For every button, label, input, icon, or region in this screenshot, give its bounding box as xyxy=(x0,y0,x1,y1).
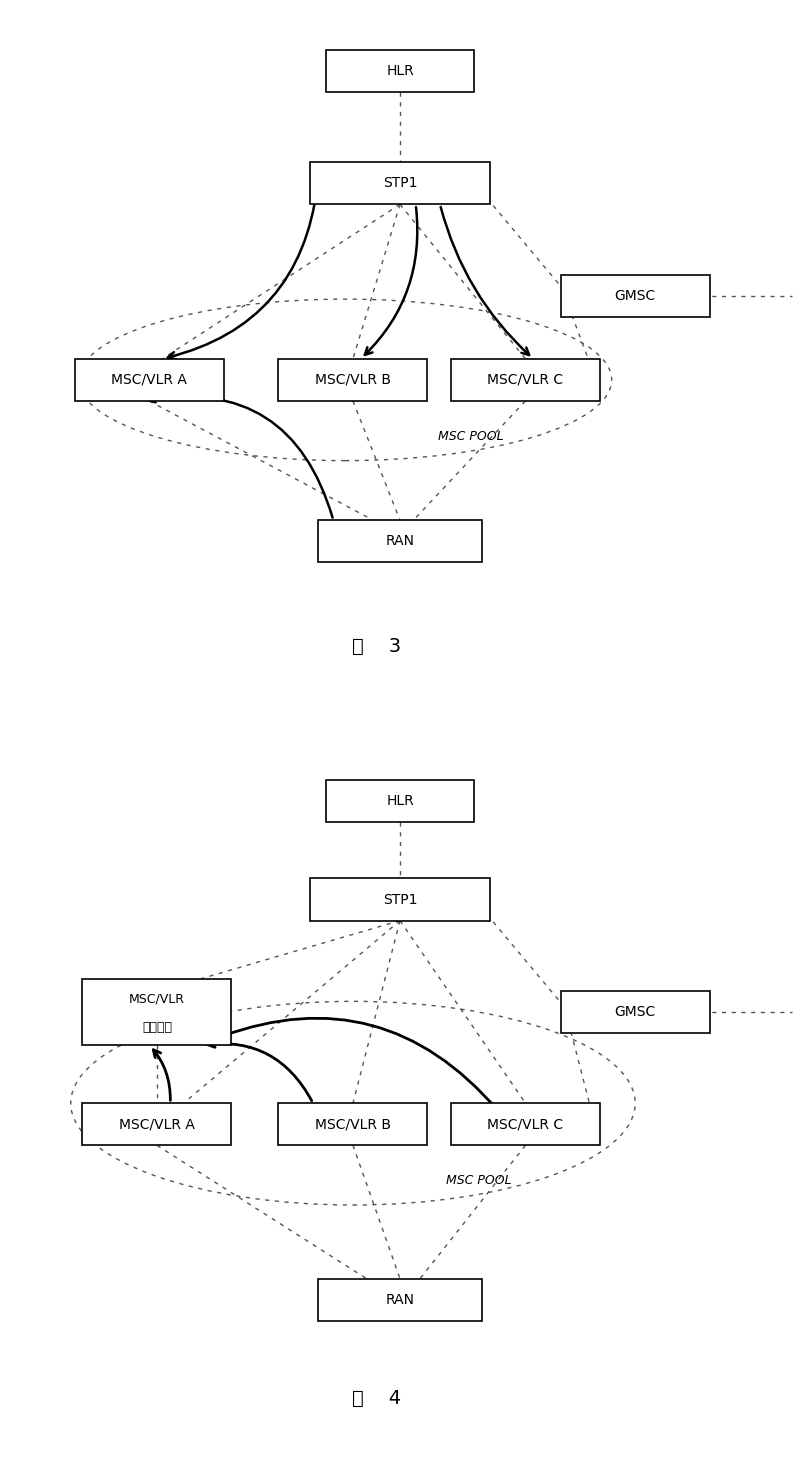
Text: MSC/VLR C: MSC/VLR C xyxy=(487,373,563,386)
Text: MSC POOL: MSC POOL xyxy=(446,1174,511,1187)
Text: HLR: HLR xyxy=(386,795,414,808)
Text: MSC/VLR A: MSC/VLR A xyxy=(111,373,187,386)
Text: MSC/VLR A: MSC/VLR A xyxy=(119,1118,195,1131)
Text: 图    4: 图 4 xyxy=(352,1388,401,1407)
FancyBboxPatch shape xyxy=(561,275,710,317)
FancyBboxPatch shape xyxy=(326,50,474,93)
FancyBboxPatch shape xyxy=(561,990,710,1033)
FancyBboxPatch shape xyxy=(451,1103,600,1146)
Text: 备份中心: 备份中心 xyxy=(142,1021,172,1034)
FancyBboxPatch shape xyxy=(451,358,600,401)
FancyBboxPatch shape xyxy=(278,358,427,401)
Text: MSC/VLR B: MSC/VLR B xyxy=(315,373,391,386)
Text: STP1: STP1 xyxy=(382,176,418,190)
FancyBboxPatch shape xyxy=(278,1103,427,1146)
Text: HLR: HLR xyxy=(386,63,414,78)
Text: RAN: RAN xyxy=(386,1293,414,1307)
FancyBboxPatch shape xyxy=(82,1103,231,1146)
Text: RAN: RAN xyxy=(386,535,414,548)
FancyBboxPatch shape xyxy=(310,162,490,204)
FancyBboxPatch shape xyxy=(310,878,490,921)
FancyBboxPatch shape xyxy=(318,520,482,563)
Text: 图    3: 图 3 xyxy=(352,638,401,657)
FancyBboxPatch shape xyxy=(318,1278,482,1321)
Text: MSC/VLR: MSC/VLR xyxy=(129,993,185,1006)
FancyBboxPatch shape xyxy=(82,978,231,1046)
Text: MSC POOL: MSC POOL xyxy=(438,429,503,442)
Text: MSC/VLR C: MSC/VLR C xyxy=(487,1118,563,1131)
Text: GMSC: GMSC xyxy=(614,288,656,303)
Text: MSC/VLR B: MSC/VLR B xyxy=(315,1118,391,1131)
FancyBboxPatch shape xyxy=(326,780,474,823)
Text: GMSC: GMSC xyxy=(614,1005,656,1019)
FancyBboxPatch shape xyxy=(74,358,224,401)
Text: STP1: STP1 xyxy=(382,893,418,906)
